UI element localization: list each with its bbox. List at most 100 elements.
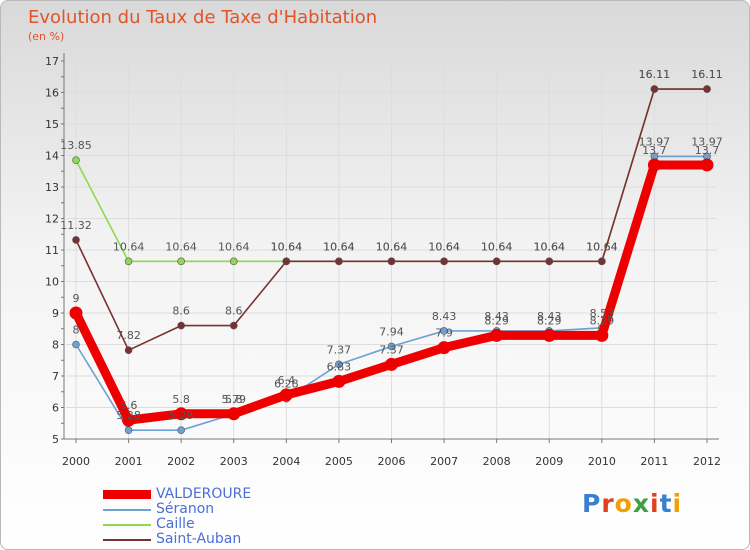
- x-tick-label: 2004: [272, 455, 300, 468]
- series-layer: [69, 85, 714, 434]
- y-tick-label: 5: [52, 433, 59, 446]
- data-label-seranon: 7.94: [379, 325, 404, 338]
- data-point-saint_auban: [440, 257, 448, 266]
- data-point-valderoure: [700, 158, 714, 172]
- data-label-caille: 10.64: [271, 240, 303, 253]
- data-point-saint_auban: [177, 321, 185, 330]
- x-tick-label: 2002: [167, 455, 195, 468]
- data-label-saint_auban: 11.32: [60, 219, 92, 232]
- legend-item-valderoure[interactable]: VALDEROURE: [103, 487, 251, 502]
- data-label-seranon: 8.53: [590, 307, 615, 320]
- data-label-caille: 13.85: [60, 139, 92, 152]
- data-point-saint_auban: [598, 257, 606, 266]
- data-label-caille: 10.64: [218, 240, 250, 253]
- legend-item-seranon[interactable]: Séranon: [103, 502, 214, 517]
- y-tick-label: 15: [45, 118, 59, 131]
- data-point-valderoure: [174, 407, 188, 421]
- grid-layer: [66, 53, 717, 440]
- data-label-valderoure: 8.29: [484, 314, 509, 327]
- x-tick-label: 2007: [430, 455, 458, 468]
- data-point-saint_auban: [703, 85, 711, 93]
- data-label-valderoure: 6.4: [278, 374, 296, 387]
- legend-swatch-saint-auban: [103, 538, 151, 541]
- data-label-valderoure: 8.29: [537, 314, 562, 327]
- data-point-saint_auban: [650, 85, 659, 93]
- data-label-valderoure: 7.9: [435, 327, 453, 340]
- data-point-valderoure: [647, 158, 661, 172]
- data-label-saint_auban: 7.82: [116, 329, 141, 342]
- data-point-valderoure: [437, 341, 451, 355]
- chart-unit-label: (en %): [28, 30, 65, 43]
- y-tick-label: 6: [52, 402, 59, 415]
- data-label-seranon: 5.28: [116, 409, 141, 422]
- data-point-caille: [177, 257, 185, 266]
- logo-letter: i: [650, 489, 660, 518]
- x-tick-label: 2012: [693, 455, 721, 468]
- legend-label-saint-auban: Saint-Auban: [156, 531, 242, 547]
- data-label-caille: 16.11: [639, 68, 671, 81]
- data-point-valderoure: [279, 388, 293, 402]
- data-label-saint_auban: 16.11: [691, 68, 723, 81]
- legend-label-seranon: Séranon: [156, 501, 215, 517]
- data-label-valderoure: 8.29: [590, 314, 615, 327]
- data-label-caille: 10.64: [586, 240, 618, 253]
- logo-letter: t: [659, 489, 673, 518]
- legend-swatch-seranon: [103, 508, 151, 511]
- data-label-valderoure: 13.7: [642, 144, 667, 157]
- data-point-valderoure: [490, 328, 504, 342]
- data-label-seranon: 13.97: [691, 135, 723, 148]
- data-point-valderoure: [69, 306, 83, 320]
- data-label-valderoure: 5.6: [120, 399, 138, 412]
- data-label-saint_auban: 8.6: [225, 305, 243, 318]
- proxiti-logo: Proxiti: [582, 489, 682, 518]
- data-label-valderoure: 5.8: [172, 393, 190, 406]
- data-label-caille: 10.64: [376, 240, 408, 253]
- data-label-seranon: 8.43: [432, 310, 457, 323]
- data-label-caille: 16.11: [691, 68, 723, 81]
- data-point-valderoure: [542, 328, 556, 342]
- data-point-saint_auban: [545, 257, 554, 266]
- data-label-caille: 10.64: [481, 240, 513, 253]
- data-label-valderoure: 13.7: [695, 144, 720, 157]
- data-label-caille: 10.64: [113, 240, 145, 253]
- data-point-seranon: [335, 360, 343, 369]
- x-tick-label: 2010: [588, 455, 616, 468]
- x-tick-label: 2000: [62, 455, 90, 468]
- legend-swatch-valderoure: [103, 490, 151, 499]
- data-label-caille: 10.64: [534, 240, 566, 253]
- y-tick-label: 12: [45, 213, 59, 226]
- x-tick-label: 2008: [483, 455, 511, 468]
- data-point-seranon: [72, 340, 80, 349]
- data-label-saint_auban: 8.6: [172, 305, 190, 318]
- data-point-caille: [124, 257, 133, 266]
- data-label-saint_auban: 10.64: [271, 240, 303, 253]
- data-point-seranon: [124, 426, 133, 434]
- data-label-saint_auban: 10.64: [376, 240, 408, 253]
- logo-letter: r: [601, 489, 615, 518]
- logo-letter: i: [672, 489, 683, 518]
- legend-item-caille[interactable]: Caille: [103, 517, 195, 532]
- data-point-valderoure: [122, 413, 136, 427]
- data-point-seranon: [440, 327, 448, 335]
- logo-letter: x: [632, 489, 650, 518]
- legend-label-caille: Caille: [156, 516, 195, 532]
- chart-title: Evolution du Taux de Taxe d'Habitation: [28, 7, 378, 28]
- data-label-seranon: 8: [73, 324, 80, 337]
- data-label-seranon: 13.97: [639, 135, 671, 148]
- y-tick-label: 8: [52, 339, 59, 352]
- data-label-saint_auban: 16.11: [639, 68, 671, 81]
- y-tick-label: 17: [45, 55, 59, 68]
- data-point-saint_auban: [124, 346, 133, 354]
- data-label-valderoure: 9: [73, 292, 80, 305]
- y-tick-label: 16: [45, 87, 59, 100]
- data-point-saint_auban: [72, 236, 80, 244]
- data-label-valderoure: 5.8: [225, 393, 243, 406]
- y-tick-label: 10: [45, 276, 59, 289]
- data-label-saint_auban: 10.64: [481, 240, 513, 253]
- data-point-seranon: [387, 342, 396, 351]
- legend-item-saint-auban[interactable]: Saint-Auban: [103, 532, 241, 547]
- x-tick-label: 2006: [378, 455, 406, 468]
- data-label-seranon: 8.43: [537, 310, 562, 323]
